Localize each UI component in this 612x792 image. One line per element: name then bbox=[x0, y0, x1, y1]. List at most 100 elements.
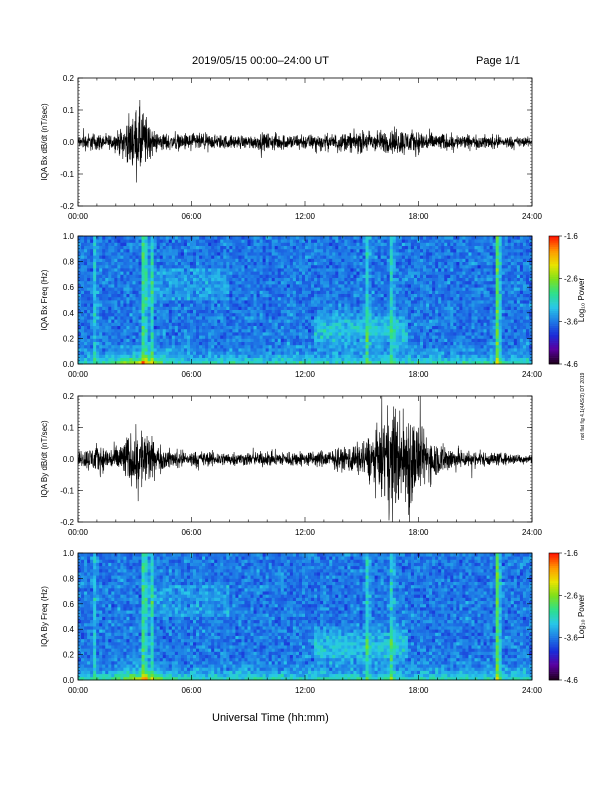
heatmap-cell bbox=[117, 296, 121, 301]
heatmap-cell bbox=[84, 255, 88, 259]
heatmap-cell bbox=[105, 300, 109, 304]
heatmap-cell bbox=[156, 312, 161, 317]
heatmap-cell bbox=[126, 245, 130, 250]
heatmap-cell bbox=[183, 328, 188, 333]
heatmap-cell bbox=[253, 236, 257, 240]
heatmap-cell bbox=[308, 338, 312, 342]
heatmap-cell bbox=[292, 271, 297, 275]
heatmap-cell bbox=[435, 280, 439, 285]
heatmap-cell bbox=[114, 351, 118, 355]
heatmap-cell bbox=[441, 239, 445, 243]
heatmap-cell bbox=[150, 236, 155, 240]
heatmap-cell bbox=[144, 236, 149, 240]
heatmap-cell bbox=[338, 341, 342, 346]
heatmap-cell bbox=[426, 354, 430, 358]
heatmap-cell bbox=[401, 354, 406, 358]
heatmap-cell bbox=[93, 322, 97, 326]
heatmap-cell bbox=[365, 357, 369, 362]
heatmap-cell bbox=[84, 277, 88, 282]
heatmap-cell bbox=[404, 290, 409, 294]
heatmap-cell bbox=[205, 338, 209, 342]
heatmap-cell bbox=[241, 287, 245, 291]
heatmap-cell bbox=[102, 290, 106, 294]
heatmap-cell bbox=[96, 264, 100, 269]
heatmap-cell bbox=[359, 335, 363, 339]
heatmap-cell bbox=[105, 264, 109, 269]
heatmap-cell bbox=[90, 348, 94, 352]
heatmap-cell bbox=[141, 325, 145, 330]
heatmap-cell bbox=[362, 248, 366, 253]
heatmap-cell bbox=[353, 351, 357, 355]
heatmap-cell bbox=[362, 348, 366, 352]
heatmap-cell bbox=[298, 316, 303, 320]
heatmap-cell bbox=[298, 306, 303, 310]
heatmap-cell bbox=[277, 354, 282, 358]
heatmap-cell bbox=[392, 280, 397, 285]
heatmap-cell bbox=[317, 268, 321, 272]
heatmap-cell bbox=[241, 312, 245, 317]
heatmap-cell bbox=[332, 338, 336, 342]
heatmap-cell bbox=[365, 239, 369, 243]
heatmap-cell bbox=[99, 357, 103, 362]
heatmap-cell bbox=[383, 325, 388, 330]
heatmap-cell bbox=[420, 268, 424, 272]
heatmap-cell bbox=[99, 284, 103, 288]
heatmap-cell bbox=[220, 255, 224, 259]
heatmap-cell bbox=[141, 239, 145, 243]
heatmap-cell bbox=[165, 341, 170, 346]
heatmap-cell bbox=[314, 348, 318, 352]
heatmap-cell bbox=[120, 261, 124, 266]
heatmap-cell bbox=[259, 312, 264, 317]
heatmap-cell bbox=[129, 271, 133, 275]
heatmap-cell bbox=[174, 303, 179, 307]
heatmap-cell bbox=[356, 325, 360, 330]
heatmap-cell bbox=[135, 360, 139, 365]
heatmap-cell bbox=[335, 312, 339, 317]
heatmap-cell bbox=[432, 357, 436, 362]
heatmap-cell bbox=[377, 239, 382, 243]
heatmap-cell bbox=[292, 332, 297, 336]
heatmap-cell bbox=[289, 348, 294, 352]
heatmap-cell bbox=[120, 338, 124, 342]
heatmap-cell bbox=[413, 344, 418, 349]
heatmap-cell bbox=[189, 293, 194, 298]
heatmap-cell bbox=[99, 312, 103, 317]
heatmap-cell bbox=[141, 332, 145, 336]
heatmap-cell bbox=[96, 338, 100, 342]
heatmap-cell bbox=[274, 341, 279, 346]
heatmap-cell bbox=[156, 280, 161, 285]
heatmap-cell bbox=[301, 312, 306, 317]
heatmap-cell bbox=[298, 284, 303, 288]
heatmap-cell bbox=[180, 335, 185, 339]
heatmap-cell bbox=[383, 357, 388, 362]
heatmap-cell bbox=[314, 309, 318, 314]
heatmap-cell bbox=[320, 290, 324, 294]
heatmap-cell bbox=[395, 316, 400, 320]
heatmap-cell bbox=[292, 316, 297, 320]
heatmap-cell bbox=[262, 354, 267, 358]
heatmap-cell bbox=[235, 284, 239, 288]
heatmap-cell bbox=[114, 268, 118, 272]
heatmap-cell bbox=[241, 252, 245, 256]
heatmap-cell bbox=[365, 309, 369, 314]
heatmap-cell bbox=[401, 268, 406, 272]
heatmap-cell bbox=[81, 303, 85, 307]
heatmap-cell bbox=[350, 341, 354, 346]
heatmap-cell bbox=[298, 277, 303, 282]
heatmap-cell bbox=[271, 248, 276, 253]
heatmap-cell bbox=[132, 274, 136, 278]
heatmap-cell bbox=[108, 293, 112, 298]
heatmap-cell bbox=[283, 316, 288, 320]
heatmap-cell bbox=[283, 277, 288, 282]
heatmap-cell bbox=[277, 344, 282, 349]
heatmap-cell bbox=[220, 312, 224, 317]
heatmap-cell bbox=[199, 328, 203, 333]
heatmap-cell bbox=[392, 287, 397, 291]
heatmap-cell bbox=[407, 303, 412, 307]
heatmap-cell bbox=[383, 248, 388, 253]
heatmap-cell bbox=[141, 236, 145, 240]
heatmap-cell bbox=[368, 271, 372, 275]
heatmap-cell bbox=[153, 300, 158, 304]
heatmap-cell bbox=[423, 277, 427, 282]
heatmap-cell bbox=[90, 296, 94, 301]
